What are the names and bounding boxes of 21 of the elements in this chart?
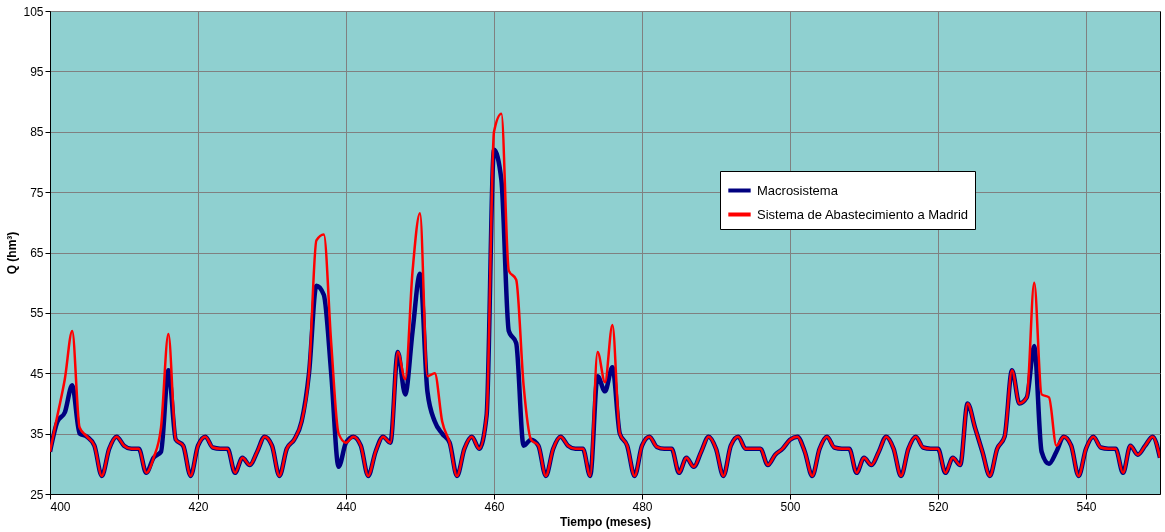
x-tick-label: 480 [632, 499, 653, 514]
legend-label: Macrosistema [757, 182, 839, 198]
legend-label: Sistema de Abastecimiento a Madrid [757, 206, 968, 222]
y-axis-title: Q (hm³) [5, 231, 20, 275]
y-tick-label: 65 [30, 246, 44, 260]
x-tick-label: 520 [928, 499, 949, 514]
y-tick-label: 105 [23, 4, 44, 19]
y-tick-label: 75 [30, 185, 44, 200]
x-tick-label: 440 [336, 499, 357, 514]
y-tick-label: 45 [30, 366, 44, 381]
y-tick-label: 85 [30, 125, 44, 140]
x-axis-title: Tiempo (meses) [559, 514, 652, 529]
x-tick-label: 500 [780, 499, 801, 514]
y-tick-label: 95 [30, 64, 44, 79]
x-tick-label: 420 [188, 499, 209, 514]
x-tick-label: 400 [50, 499, 71, 514]
x-tick-label: 540 [1076, 499, 1097, 514]
x-tick-label: 460 [484, 499, 505, 514]
y-tick-label: 35 [30, 427, 44, 442]
y-tick-label: 25 [30, 487, 44, 502]
y-tick-label: 55 [30, 306, 44, 321]
